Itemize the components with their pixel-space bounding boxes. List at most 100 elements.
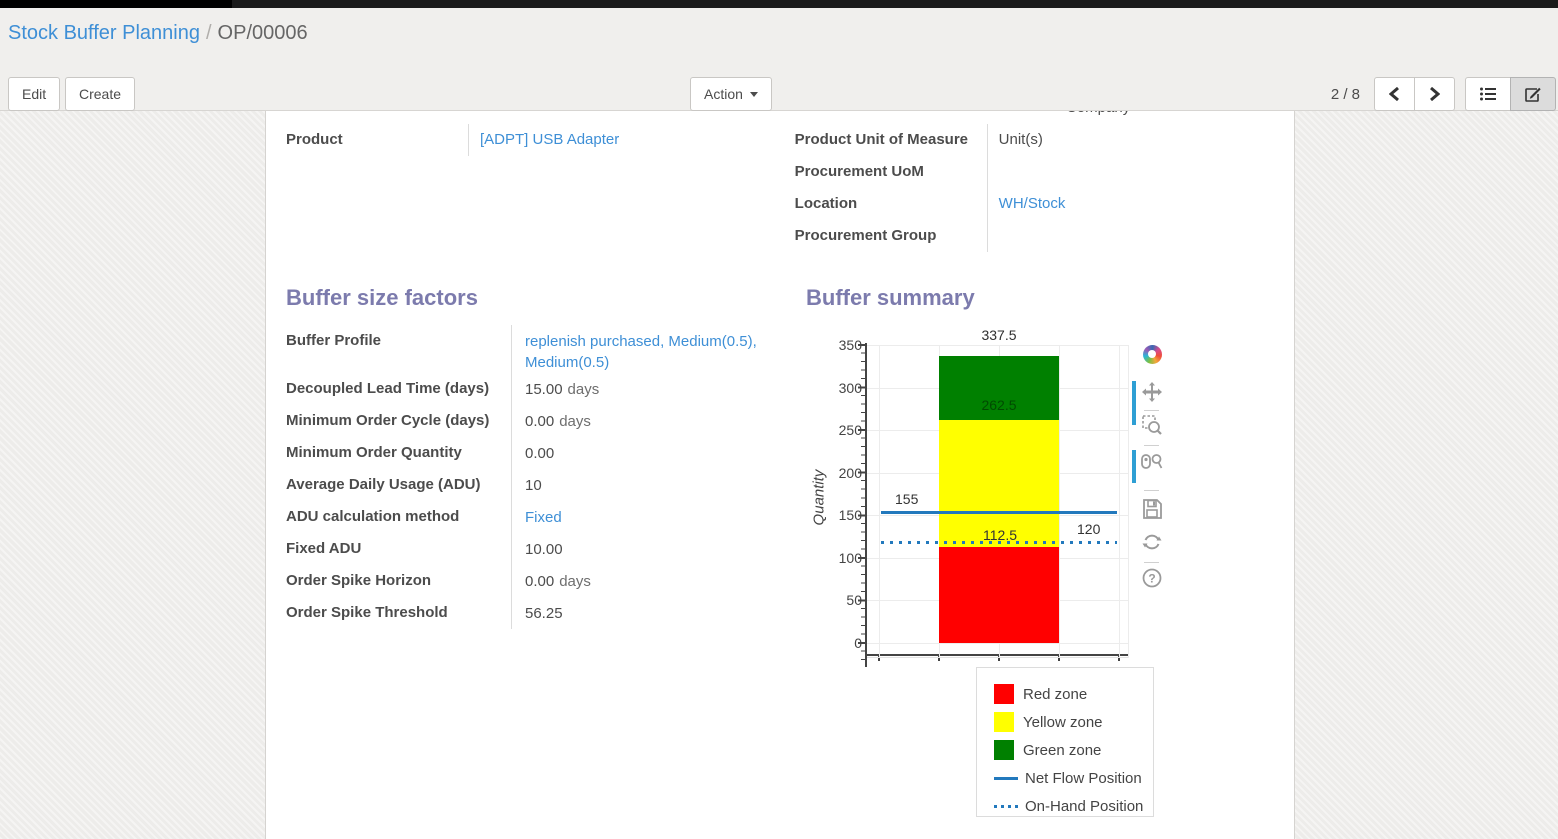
reset-axes-icon: [1142, 534, 1162, 550]
legend-item-green-zone[interactable]: Green zone: [994, 736, 1153, 764]
field-row-buffer-profile: Buffer Profile replenish purchased, Medi…: [286, 325, 806, 373]
moc-label: Minimum Order Cycle (days): [286, 412, 490, 429]
pager-nav: [1374, 77, 1455, 111]
spike-threshold-label: Order Spike Threshold: [286, 604, 448, 621]
reset-axes-button[interactable]: [1140, 530, 1164, 554]
breadcrumb-parent-link[interactable]: Stock Buffer Planning: [8, 22, 200, 44]
net-flow-position-line: [881, 511, 1117, 514]
plotly-logo-icon: [1142, 344, 1162, 364]
y-tick-0: 0: [854, 635, 862, 651]
location-link[interactable]: WH/Stock: [998, 195, 1066, 212]
edit-button[interactable]: Edit: [8, 77, 61, 111]
field-row-moq: Minimum Order Quantity 0.00: [286, 437, 806, 469]
field-row-adu: Average Daily Usage (ADU) 10: [286, 469, 806, 501]
clipped-row-above: Company: [1066, 111, 1206, 117]
product-field-group: Product [ADPT] USB Adapter Product Unit …: [286, 124, 1274, 252]
spike-threshold-value: 56.25: [511, 597, 779, 629]
modebar-indicator-1: [1132, 381, 1136, 425]
help-button[interactable]: ?: [1140, 566, 1164, 590]
red-top-label: 112.5: [983, 527, 1017, 543]
modebar-indicator-2: [1132, 450, 1136, 483]
dlt-value: 15.00 days: [511, 373, 779, 405]
modebar-divider-2: [1144, 445, 1159, 446]
product-group-right: Product Unit of Measure Unit(s) Procurem…: [795, 124, 1274, 252]
download-plot-button[interactable]: [1140, 497, 1164, 521]
product-link[interactable]: [ADPT] USB Adapter: [480, 131, 620, 148]
pager-previous-button[interactable]: [1374, 77, 1415, 111]
field-row-adu-method: ADU calculation method Fixed: [286, 501, 806, 533]
legend-item-red-zone[interactable]: Red zone: [994, 680, 1153, 708]
product-group-left: Product [ADPT] USB Adapter: [286, 124, 795, 252]
buffer-summary-chart: Quantity 350 300 250 200 150 100 50 0: [806, 325, 1176, 825]
red-zone-bar: [939, 547, 1059, 643]
x-axis-ticks: [878, 656, 1124, 661]
y-tick-250: 250: [838, 422, 862, 438]
procurement-group-label: Procurement Group: [794, 227, 937, 244]
form-view-background: Company Product [ADPT] USB Adapter Produ…: [0, 111, 1558, 839]
yellow-zone-bar: [939, 419, 1059, 547]
compare-hover-button[interactable]: [1140, 451, 1164, 475]
field-row-spike-threshold: Order Spike Threshold 56.25: [286, 597, 806, 629]
product-value: [ADPT] USB Adapter: [468, 124, 795, 156]
pager: 2 / 8: [1331, 77, 1556, 111]
adu-method-link[interactable]: Fixed: [525, 509, 562, 526]
uom-label: Product Unit of Measure: [794, 131, 969, 148]
on-hand-label: 120: [1077, 521, 1101, 537]
procurement-group-value: [986, 220, 1274, 252]
buffer-summary-section: Buffer summary Quantity 350 300 250 200: [806, 285, 1274, 825]
form-view-button[interactable]: [1510, 77, 1556, 111]
breadcrumb: Stock Buffer Planning / OP/00006: [8, 22, 308, 45]
net-flow-label: 155: [895, 491, 919, 507]
adu-method-label: ADU calculation method: [286, 508, 460, 525]
action-dropdown-button[interactable]: Action: [690, 77, 772, 111]
y-axis-minor-ticks: [861, 344, 865, 666]
yellow-swatch: [994, 712, 1014, 732]
vgridline-5: [1119, 345, 1120, 658]
legend-label-red: Red zone: [1023, 685, 1088, 703]
gridline-0: [867, 643, 1129, 644]
plot-bottom-edge: [867, 657, 1129, 658]
plotly-logo-button[interactable]: [1140, 342, 1164, 366]
on-hand-position-line: [881, 541, 1117, 544]
list-view-button[interactable]: [1465, 77, 1511, 111]
y-axis-title: Quantity: [810, 469, 828, 526]
caret-down-icon: [749, 91, 758, 97]
field-row-spike-horizon: Order Spike Horizon 0.00 days: [286, 565, 806, 597]
y-tick-300: 300: [838, 380, 862, 396]
spike-horizon-value: 0.00 days: [511, 565, 779, 597]
legend-label-yellow: Yellow zone: [1023, 713, 1103, 731]
moq-label: Minimum Order Quantity: [286, 444, 462, 461]
adu-label: Average Daily Usage (ADU): [286, 476, 481, 493]
modebar-divider-1: [1144, 410, 1159, 411]
procurement-uom-label: Procurement UoM: [794, 163, 924, 180]
buffer-size-factors-title: Buffer size factors: [286, 285, 478, 310]
buffer-size-factors-section: Buffer size factors Buffer Profile reple…: [286, 285, 806, 825]
legend-item-net-flow[interactable]: Net Flow Position: [994, 764, 1153, 792]
create-button[interactable]: Create: [65, 77, 136, 111]
green-zone-bar: [939, 355, 1059, 420]
pager-next-button[interactable]: [1414, 77, 1455, 111]
legend-item-on-hand[interactable]: On-Hand Position: [994, 792, 1153, 820]
field-row-procurement-uom: Procurement UoM: [795, 156, 1274, 188]
box-zoom-button[interactable]: [1140, 413, 1164, 437]
buffer-profile-link[interactable]: replenish purchased, Medium(0.5), Medium…: [525, 333, 757, 371]
y-tick-350: 350: [838, 337, 862, 353]
red-swatch: [994, 684, 1014, 704]
x-axis-line: [867, 654, 1129, 656]
legend-label-green: Green zone: [1023, 741, 1102, 759]
save-floppy-icon: [1143, 499, 1162, 519]
buffer-profile-label: Buffer Profile: [286, 332, 382, 349]
top-navbar-menu-remnant: [0, 0, 232, 8]
vgridline-4: [1059, 345, 1060, 658]
green-boundary-label: 262.5: [981, 397, 1017, 413]
spike-horizon-label: Order Spike Horizon: [286, 572, 432, 589]
y-tick-50: 50: [846, 592, 862, 608]
dlt-suffix: days: [567, 381, 600, 398]
legend-item-yellow-zone[interactable]: Yellow zone: [994, 708, 1153, 736]
adu-value: 10: [511, 469, 779, 501]
gridline-350: [867, 345, 1129, 346]
spike-horizon-suffix: days: [559, 573, 591, 590]
field-row-location: Location WH/Stock: [795, 188, 1274, 220]
pan-button[interactable]: [1140, 380, 1164, 404]
